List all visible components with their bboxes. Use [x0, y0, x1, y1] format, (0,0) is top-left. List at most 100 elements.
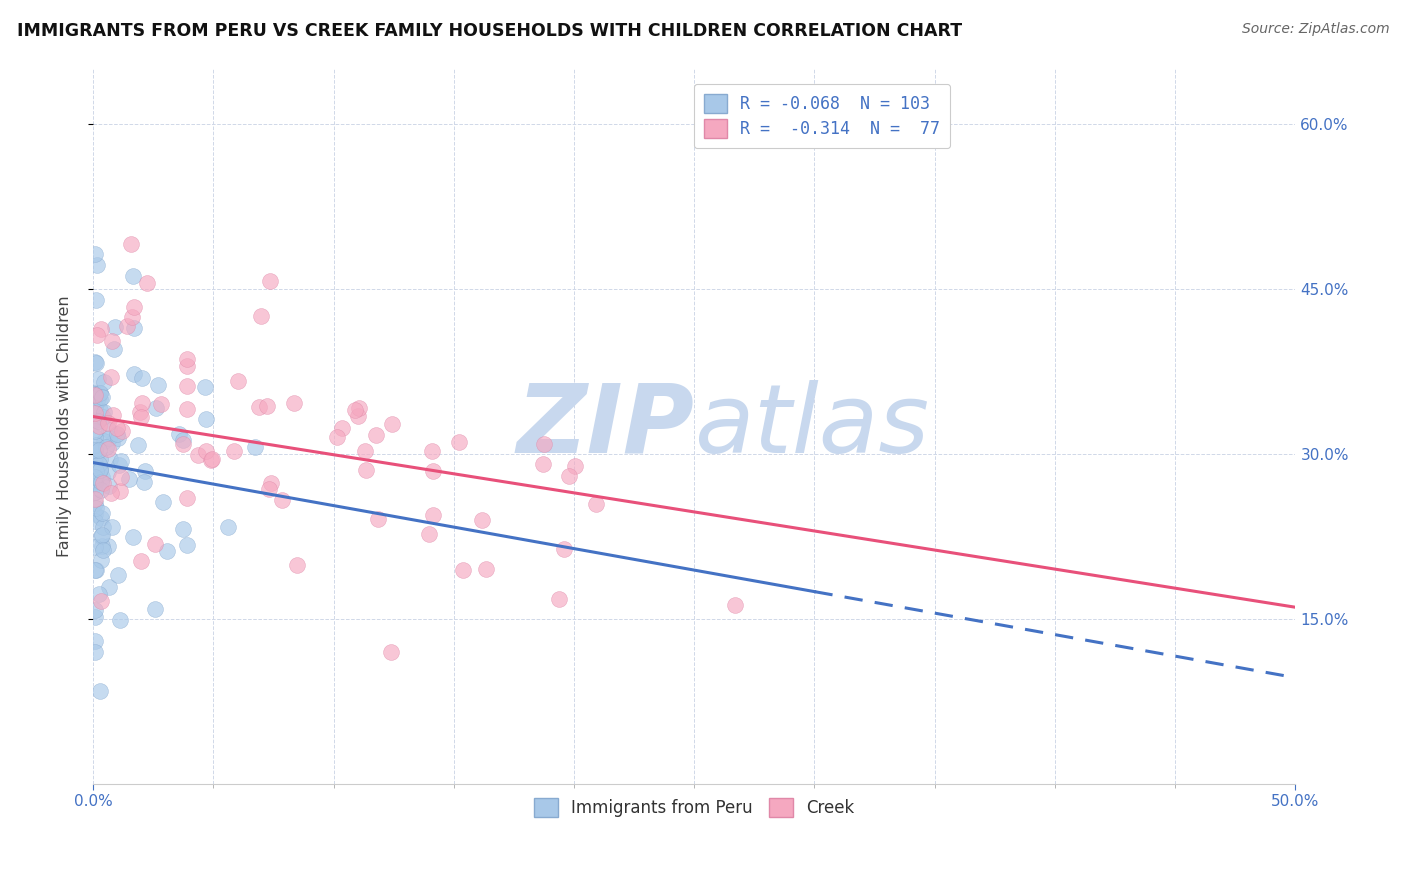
Point: [98, 452, 121, 467]
Point: [84, 645, 107, 659]
Point: [122, 321, 145, 335]
Point: [98, 431, 121, 445]
Point: [349, 401, 371, 415]
Point: [105, 427, 128, 442]
Point: [111, 424, 134, 438]
Point: [136, 276, 159, 290]
Point: [150, 397, 173, 411]
Point: [724, 599, 747, 613]
Point: [195, 443, 218, 458]
Point: [84, 412, 107, 426]
Point: [84, 449, 107, 463]
Point: [90, 483, 112, 498]
Point: [89, 403, 111, 417]
Point: [585, 497, 607, 511]
Point: [131, 396, 153, 410]
Point: [110, 470, 132, 484]
Point: [89, 392, 111, 406]
Point: [127, 437, 149, 451]
Point: [84, 430, 107, 444]
Point: [84, 563, 107, 577]
Point: [122, 530, 145, 544]
Point: [84, 356, 107, 370]
Point: [156, 544, 179, 558]
Point: [90, 506, 112, 520]
Point: [87, 372, 110, 386]
Point: [121, 310, 143, 325]
Point: [120, 236, 142, 251]
Point: [200, 453, 222, 467]
Point: [104, 319, 127, 334]
Point: [91, 476, 114, 491]
Point: [84, 438, 107, 452]
Point: [226, 374, 249, 388]
Text: IMMIGRANTS FROM PERU VS CREEK FAMILY HOUSEHOLDS WITH CHILDREN CORRELATION CHART: IMMIGRANTS FROM PERU VS CREEK FAMILY HOU…: [17, 22, 962, 40]
Point: [91, 540, 114, 554]
Point: [132, 475, 155, 489]
Point: [96, 465, 118, 479]
Point: [533, 437, 555, 451]
Point: [176, 538, 198, 552]
Point: [97, 423, 120, 437]
Text: ZIP: ZIP: [516, 380, 695, 473]
Point: [259, 274, 281, 288]
Point: [84, 406, 107, 420]
Point: [131, 370, 153, 384]
Point: [96, 539, 118, 553]
Point: [87, 413, 110, 427]
Point: [176, 491, 198, 506]
Point: [145, 401, 167, 415]
Point: [117, 319, 139, 334]
Point: [86, 563, 108, 577]
Point: [84, 484, 107, 499]
Point: [84, 293, 107, 307]
Point: [380, 645, 402, 659]
Point: [128, 405, 150, 419]
Point: [91, 542, 114, 557]
Point: [344, 403, 367, 417]
Point: [90, 553, 112, 567]
Point: [84, 470, 107, 484]
Point: [367, 512, 389, 526]
Point: [89, 684, 111, 698]
Point: [110, 454, 132, 468]
Point: [91, 528, 114, 542]
Point: [475, 562, 498, 576]
Point: [101, 408, 124, 422]
Point: [283, 396, 305, 410]
Point: [100, 436, 122, 450]
Point: [97, 580, 120, 594]
Point: [89, 463, 111, 477]
Point: [90, 469, 112, 483]
Point: [172, 522, 194, 536]
Point: [90, 529, 112, 543]
Point: [84, 444, 107, 458]
Point: [471, 512, 494, 526]
Point: [97, 442, 120, 457]
Point: [108, 613, 131, 627]
Point: [250, 309, 273, 323]
Point: [103, 343, 125, 357]
Point: [447, 434, 470, 449]
Point: [146, 378, 169, 392]
Point: [91, 409, 114, 424]
Point: [84, 475, 107, 489]
Point: [84, 464, 107, 478]
Point: [172, 433, 194, 447]
Point: [270, 493, 292, 508]
Point: [84, 492, 107, 507]
Point: [356, 463, 378, 477]
Point: [249, 400, 271, 414]
Point: [553, 541, 575, 556]
Point: [330, 421, 353, 435]
Point: [84, 634, 107, 648]
Y-axis label: Family Households with Children: Family Households with Children: [58, 295, 72, 557]
Point: [84, 425, 107, 439]
Point: [143, 601, 166, 615]
Point: [531, 457, 554, 471]
Point: [90, 475, 112, 490]
Point: [84, 610, 107, 624]
Point: [84, 387, 107, 401]
Point: [97, 416, 120, 430]
Point: [84, 508, 107, 522]
